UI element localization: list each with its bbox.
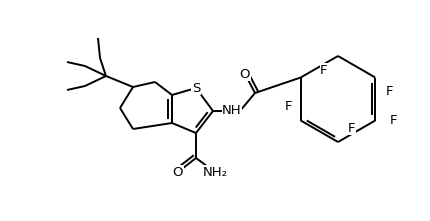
Text: F: F bbox=[347, 122, 355, 135]
Text: NH₂: NH₂ bbox=[202, 166, 227, 179]
Text: F: F bbox=[319, 63, 327, 76]
Text: F: F bbox=[389, 114, 396, 127]
Text: F: F bbox=[284, 100, 292, 113]
Text: F: F bbox=[384, 85, 392, 98]
Text: O: O bbox=[239, 67, 250, 80]
Text: O: O bbox=[172, 166, 183, 179]
Text: S: S bbox=[191, 82, 200, 95]
Text: NH: NH bbox=[222, 105, 241, 118]
